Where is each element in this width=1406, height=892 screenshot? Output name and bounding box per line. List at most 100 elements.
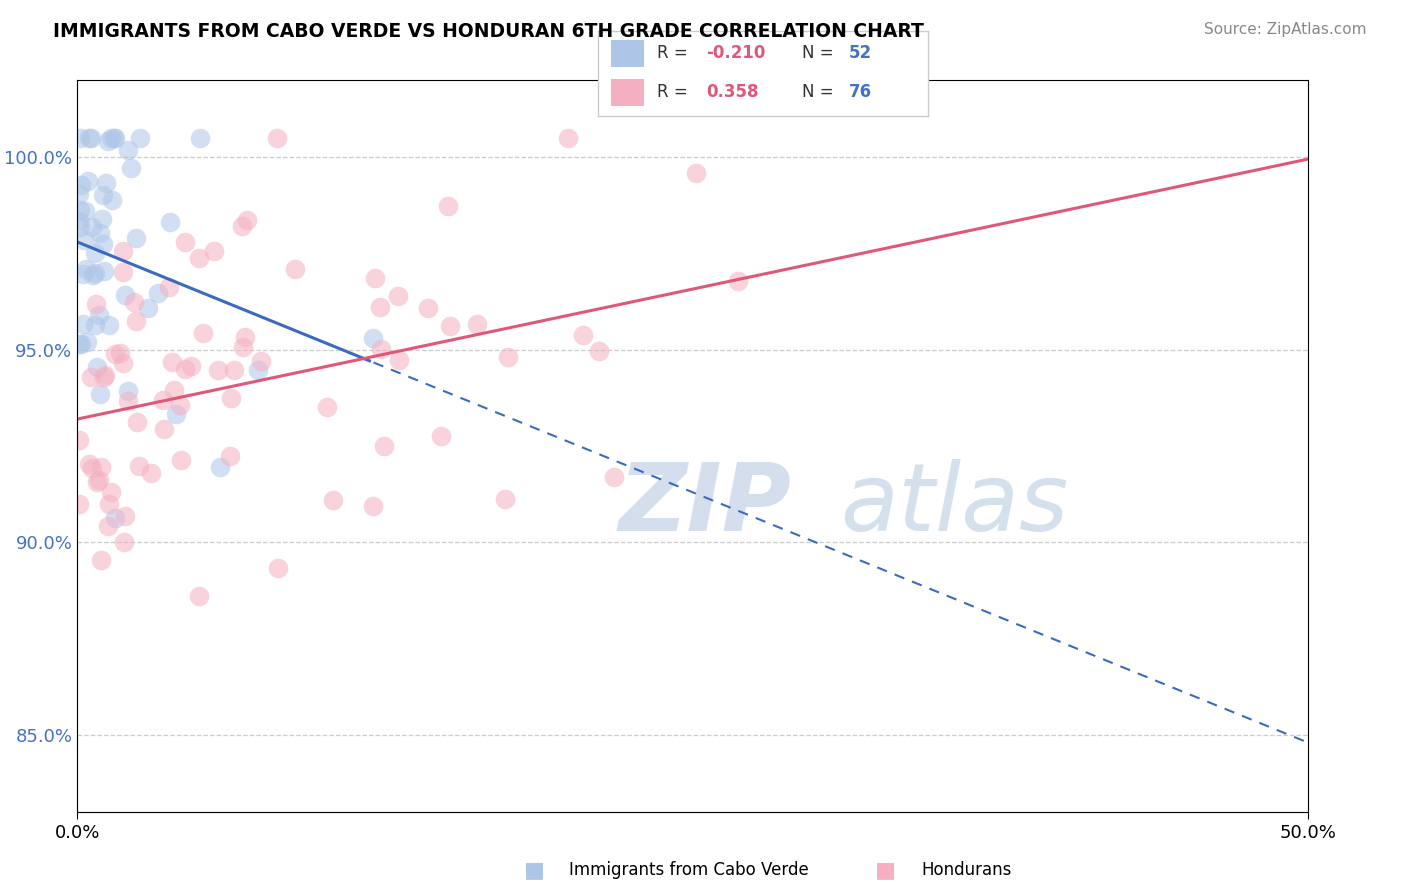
Text: N =: N = xyxy=(803,83,834,101)
Point xyxy=(77,131,100,145)
Point xyxy=(77,174,100,188)
Point xyxy=(322,493,344,508)
Point xyxy=(152,392,174,407)
Point xyxy=(91,237,114,252)
Point xyxy=(97,497,120,511)
Point xyxy=(494,492,516,507)
Point xyxy=(75,262,97,277)
Point xyxy=(159,215,181,229)
Point xyxy=(231,219,253,233)
Text: Hondurans: Hondurans xyxy=(921,861,1011,879)
Point xyxy=(90,553,112,567)
Point xyxy=(373,439,395,453)
Point xyxy=(83,245,105,260)
Point xyxy=(153,422,176,436)
Text: 76: 76 xyxy=(849,83,872,101)
Point xyxy=(247,362,270,376)
Text: Source: ZipAtlas.com: Source: ZipAtlas.com xyxy=(1204,22,1367,37)
Point xyxy=(685,166,707,180)
Point xyxy=(128,459,150,474)
Text: IMMIGRANTS FROM CABO VERDE VS HONDURAN 6TH GRADE CORRELATION CHART: IMMIGRANTS FROM CABO VERDE VS HONDURAN 6… xyxy=(53,22,924,41)
Point xyxy=(188,131,211,145)
Text: ■: ■ xyxy=(876,860,896,880)
Point xyxy=(100,131,122,145)
Text: 52: 52 xyxy=(849,45,872,62)
Point xyxy=(557,131,579,145)
Point xyxy=(103,131,125,145)
Point xyxy=(84,318,107,332)
Point xyxy=(110,345,132,359)
Point xyxy=(72,267,94,281)
Point xyxy=(207,362,229,376)
Point xyxy=(82,268,104,282)
Point xyxy=(222,363,245,377)
Point xyxy=(124,294,146,309)
Point xyxy=(104,347,127,361)
Point xyxy=(364,271,387,285)
Point xyxy=(169,398,191,412)
Point xyxy=(127,415,149,429)
Point xyxy=(219,391,242,405)
Point xyxy=(170,453,193,467)
Point xyxy=(67,433,90,447)
Point xyxy=(114,288,136,302)
Point xyxy=(97,318,120,333)
Point xyxy=(80,461,103,475)
Point xyxy=(93,370,115,384)
Point xyxy=(84,266,107,280)
Point xyxy=(418,301,440,315)
Point xyxy=(603,470,626,484)
Point xyxy=(97,518,120,533)
Point xyxy=(89,308,111,322)
Point xyxy=(465,317,488,331)
Bar xyxy=(610,78,644,106)
Point xyxy=(496,350,519,364)
Point xyxy=(67,498,90,512)
Point xyxy=(67,187,90,202)
Point xyxy=(111,265,134,279)
Point xyxy=(430,428,453,442)
Point xyxy=(572,327,595,342)
Point xyxy=(187,251,209,265)
Point xyxy=(267,560,290,574)
Text: Immigrants from Cabo Verde: Immigrants from Cabo Verde xyxy=(569,861,810,879)
Point xyxy=(82,219,104,234)
Point xyxy=(96,176,118,190)
Point xyxy=(70,336,93,351)
Point xyxy=(219,450,242,464)
Point xyxy=(91,187,114,202)
Point xyxy=(117,393,139,408)
Point xyxy=(361,331,384,345)
Point xyxy=(727,274,749,288)
Point xyxy=(111,356,134,370)
Point xyxy=(120,161,142,176)
Point xyxy=(174,362,197,376)
Point xyxy=(250,354,273,368)
Point xyxy=(180,359,202,373)
Point xyxy=(236,212,259,227)
Point xyxy=(165,407,187,421)
Point xyxy=(93,264,115,278)
Text: 0.358: 0.358 xyxy=(707,83,759,101)
Point xyxy=(112,244,135,258)
Point xyxy=(209,460,232,475)
Text: -0.210: -0.210 xyxy=(707,45,766,62)
Point xyxy=(69,219,91,234)
Point xyxy=(163,383,186,397)
Point xyxy=(70,178,93,193)
Text: atlas: atlas xyxy=(841,459,1069,550)
Point xyxy=(80,370,103,384)
Point xyxy=(67,214,90,228)
Point xyxy=(157,280,180,294)
Point xyxy=(86,359,108,374)
Point xyxy=(73,233,96,247)
Text: ■: ■ xyxy=(524,860,544,880)
Point xyxy=(191,326,214,340)
Point xyxy=(86,475,108,490)
Point xyxy=(100,485,122,500)
Point xyxy=(173,235,195,249)
Point xyxy=(69,131,91,145)
Point xyxy=(439,318,461,333)
Point xyxy=(202,244,225,259)
Point xyxy=(89,226,111,240)
